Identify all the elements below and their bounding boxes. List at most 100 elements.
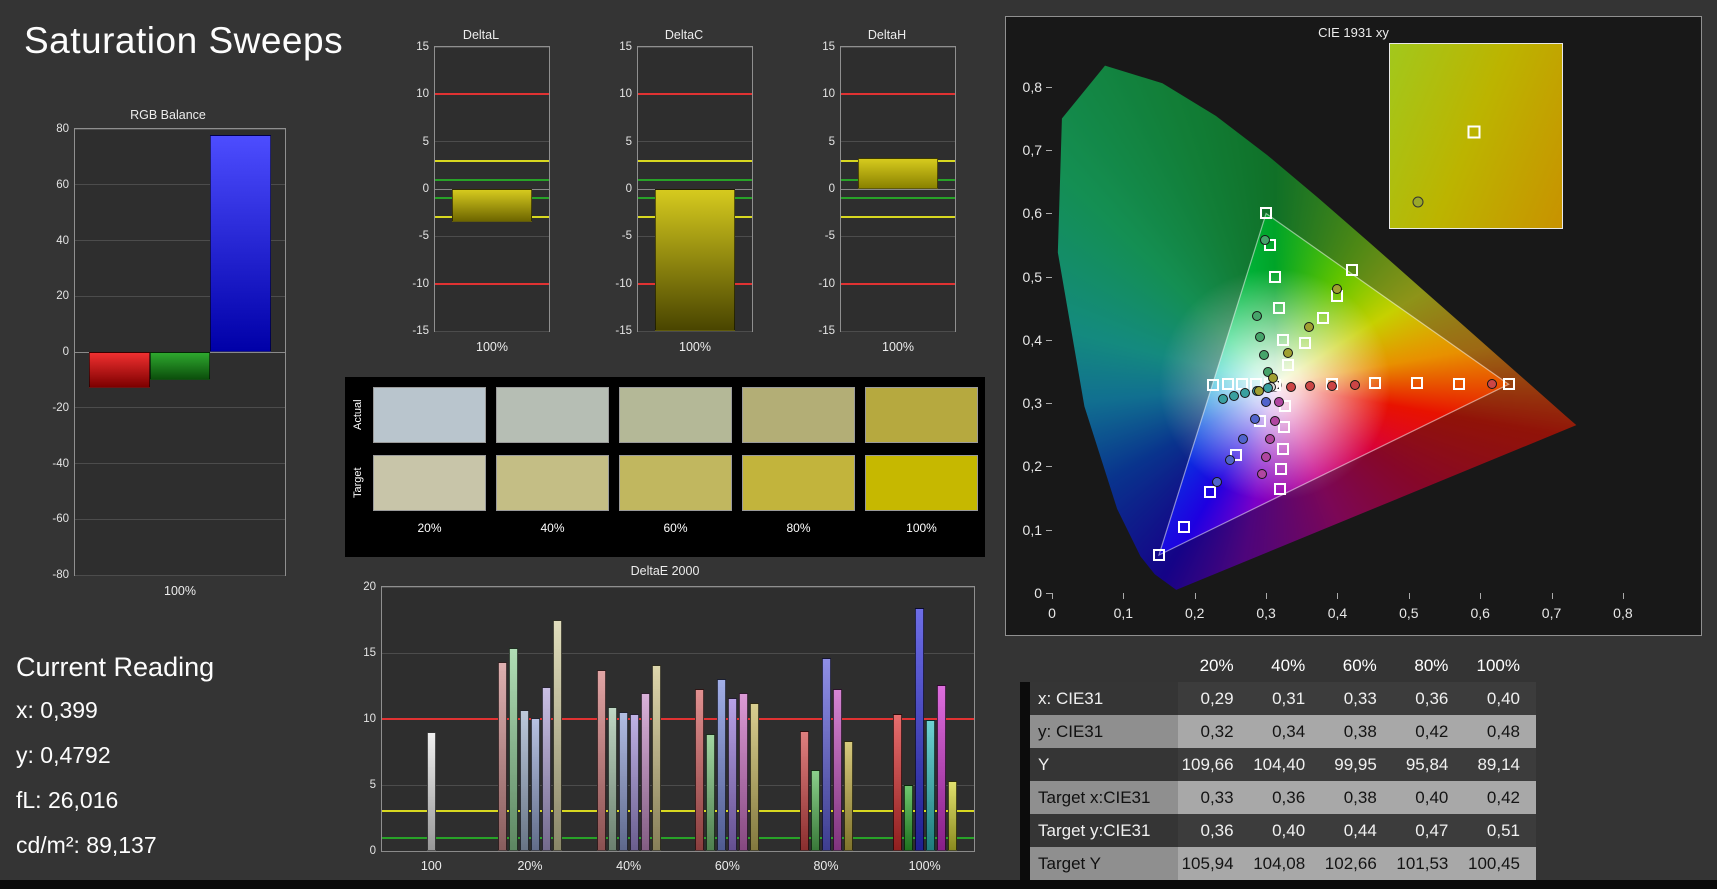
x-axis-label: 100%	[679, 340, 711, 354]
delta-e-bar	[947, 781, 957, 851]
reference-line	[435, 159, 549, 162]
measured-marker	[1250, 414, 1261, 425]
table-value: 95,84	[1392, 748, 1465, 781]
reference-line	[638, 93, 752, 96]
green-bar	[149, 352, 211, 380]
delta-e-bar	[498, 662, 507, 851]
y-tick-label: 5	[625, 135, 632, 148]
target-marker	[1153, 549, 1166, 562]
measured-marker	[1238, 434, 1249, 445]
color-swatch	[865, 387, 978, 443]
measured-marker	[1269, 415, 1280, 426]
x-tick-label: 0,8	[1613, 605, 1633, 621]
table-value: 0,33	[1178, 781, 1250, 814]
x-tick-label: 0,6	[1470, 605, 1490, 621]
target-marker	[1502, 378, 1515, 391]
reference-line	[638, 178, 752, 181]
reading-y: y: 0,4792	[16, 742, 111, 768]
delta-e-bar	[553, 620, 562, 851]
red-bar	[88, 352, 150, 389]
table-value: 0,36	[1392, 682, 1465, 715]
saturation-label: 60%	[663, 521, 688, 535]
measured-marker	[1262, 366, 1273, 377]
reading-cdm2: cd/m²: 89,137	[16, 832, 157, 858]
measured-marker	[1260, 235, 1271, 246]
y-tick-label: 0,7	[1022, 142, 1042, 159]
table-value: 0,48	[1464, 715, 1536, 748]
reference-line	[841, 197, 955, 200]
table-value: 100,45	[1464, 847, 1536, 880]
gridline	[841, 188, 955, 190]
table-value: 0,36	[1249, 781, 1322, 814]
gridline	[435, 46, 549, 48]
x-tick-mark	[1194, 593, 1196, 599]
table-value: 0,44	[1321, 814, 1393, 847]
delta-e-bar	[520, 709, 529, 851]
target-marker	[1260, 207, 1273, 220]
y-tick-label: 5	[828, 135, 835, 148]
delta-e-bar	[531, 717, 540, 851]
table-value: 99,95	[1321, 748, 1393, 781]
x-axis-label: 100%	[882, 340, 914, 354]
table-value: 101,53	[1392, 847, 1465, 880]
gridline	[75, 184, 285, 186]
y-tick-label: 5	[422, 135, 429, 148]
target-marker	[1276, 333, 1289, 346]
x-tick-mark	[1266, 593, 1268, 599]
x-tick-mark	[1480, 593, 1482, 599]
x-axis-label: 100%	[476, 340, 508, 354]
delta-c-plot: 15 10 5 0 -5 -10 -15	[615, 41, 753, 337]
table-value: 0,40	[1464, 682, 1536, 715]
table-value: 0,36	[1178, 814, 1250, 847]
delta-e-bar	[843, 741, 853, 851]
measured-marker	[1228, 391, 1239, 402]
measured-marker	[1412, 196, 1424, 208]
y-tick-label: 0	[369, 845, 376, 857]
y-tick-label: 60	[56, 178, 69, 191]
page-title: Saturation Sweeps	[24, 20, 344, 61]
y-tick-label: 80	[56, 123, 69, 135]
reference-line	[841, 216, 955, 219]
target-marker	[1268, 270, 1281, 283]
saturation-label: 40%	[540, 521, 565, 535]
rgb-balance-plot: 80 60 40 20 0 -20 -40 -60 -80	[52, 123, 286, 581]
swatch-row-label: Target	[352, 467, 364, 499]
gridline	[382, 586, 974, 588]
delta-e-bar	[821, 658, 831, 851]
x-tick-mark	[1408, 593, 1410, 599]
x-tick-label: 0,7	[1541, 605, 1562, 621]
gridline	[638, 330, 752, 332]
y-tick-label: -10	[615, 277, 632, 290]
y-tick-label: 15	[416, 41, 429, 53]
reference-line	[435, 282, 549, 285]
y-tick-label: 10	[363, 713, 376, 725]
y-tick-mark	[1046, 213, 1052, 215]
measured-marker	[1273, 396, 1284, 407]
gridline	[75, 518, 285, 520]
target-marker	[1275, 463, 1288, 476]
x-tick-mark	[1052, 593, 1053, 599]
table-value: 0,38	[1321, 715, 1393, 748]
reference-line	[841, 93, 955, 96]
chart-title: DeltaC	[664, 28, 704, 42]
reference-line	[382, 836, 974, 839]
row-strip	[1020, 748, 1030, 781]
y-tick-label: -80	[52, 569, 69, 581]
row-strip	[1020, 847, 1030, 880]
color-swatch	[373, 455, 486, 511]
color-swatch	[496, 387, 609, 443]
delta-e-2000-chart: DeltaE 2000 20 15 10 5 0 100 20% 40% 60% 80% 100%	[345, 562, 985, 887]
reading-fl: fL: 26,016	[16, 787, 119, 813]
column-header: 20%	[1199, 655, 1234, 675]
delta-e-bar	[542, 687, 551, 851]
gridline	[638, 46, 752, 48]
y-tick-mark	[1046, 339, 1052, 341]
x-tick-label: 0,1	[1113, 605, 1134, 621]
delta-e-bar	[426, 732, 436, 851]
table-value: 0,29	[1178, 682, 1250, 715]
delta-e-bar	[596, 670, 606, 851]
measured-marker	[1211, 476, 1222, 487]
table-corner	[1020, 649, 1030, 682]
x-axis-label: 60%	[714, 859, 740, 873]
x-tick-mark	[1123, 593, 1125, 599]
